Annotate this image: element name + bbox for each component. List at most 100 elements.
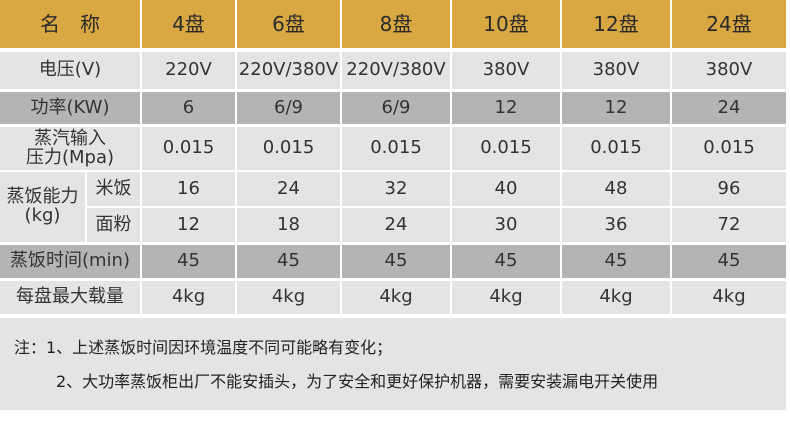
cell-text: 48 (604, 177, 628, 199)
cell-text: 12 (604, 96, 628, 118)
value-cell: 96 (672, 172, 786, 206)
cell-text: 24 (384, 213, 408, 235)
value-cell: 0.015 (452, 127, 560, 170)
cell-text: 36 (604, 213, 628, 235)
value-cell: 220V (142, 52, 235, 89)
cell-text: 12 (494, 96, 518, 118)
value-cell: 16 (142, 172, 235, 206)
header-cell: 4盘 (142, 0, 235, 48)
cell-text: 24盘 (706, 11, 752, 36)
value-cell: 0.015 (237, 127, 340, 170)
cell-text: 16 (177, 177, 200, 199)
cell-text: 24 (717, 96, 741, 118)
row-label: 电压(V) (0, 52, 140, 89)
header-cell: 6盘 (237, 0, 340, 48)
cell-text: 4kg (379, 286, 413, 308)
cell-text: 0.015 (162, 137, 215, 159)
cell-text: 0.015 (590, 137, 642, 159)
cell-text: 8盘 (379, 11, 413, 36)
cell-text: 名 称 (40, 11, 100, 36)
cell-text: 0.015 (703, 137, 755, 159)
value-cell: 24 (342, 208, 450, 242)
cell-text: 0.015 (262, 137, 315, 159)
note: 2、大功率蒸饭柜出厂不能安插头，为了安全和更好保护机器，需要安装漏电开关使用 (56, 372, 659, 391)
value-cell: 45 (342, 245, 450, 278)
value-cell: 48 (562, 172, 670, 206)
cell-text: 40 (494, 177, 518, 199)
header-cell: 24盘 (672, 0, 786, 48)
cell-text: 电压(V) (38, 59, 102, 81)
cell-text: 4kg (271, 286, 306, 308)
cell-text: 功率(KW) (30, 96, 110, 118)
cell-text: 0.015 (480, 137, 532, 159)
row-label: 蒸饭时间(min) (0, 245, 140, 278)
cell-text: 72 (717, 213, 741, 235)
cell-text: 220V/380V (346, 59, 446, 81)
value-cell: 0.015 (142, 127, 235, 170)
cell-text: 380V (482, 59, 530, 81)
header-cell: 8盘 (342, 0, 450, 48)
sub-label: 面粉 (87, 208, 140, 242)
value-cell: 4kg (672, 281, 786, 314)
header-name: 名 称 (0, 0, 140, 48)
cell-text: (kg) (24, 205, 61, 226)
cell-text: 45 (604, 250, 628, 272)
value-cell: 12 (142, 208, 235, 242)
cell-text: 4kg (599, 286, 633, 308)
value-cell: 380V (562, 52, 670, 89)
cell-text: 6盘 (272, 11, 305, 36)
value-cell: 24 (237, 172, 340, 206)
cell-text: 45 (277, 250, 300, 272)
cell-text: 220V/380V (238, 59, 339, 81)
value-cell: 72 (672, 208, 786, 242)
value-cell: 4kg (342, 281, 450, 314)
value-cell: 45 (452, 245, 560, 278)
cell-text: 32 (384, 177, 408, 199)
value-cell: 4kg (562, 281, 670, 314)
cell-text: 4kg (171, 286, 206, 308)
value-cell: 12 (562, 92, 670, 124)
cell-text: 6/9 (381, 96, 411, 118)
cell-text: 380V (592, 59, 640, 81)
value-cell: 4kg (452, 281, 560, 314)
value-cell: 32 (342, 172, 450, 206)
cell-text: 45 (717, 250, 741, 272)
value-cell: 6/9 (237, 92, 340, 124)
value-cell: 0.015 (562, 127, 670, 170)
cell-text: 96 (717, 177, 741, 199)
cell-text: 每盘最大载量 (16, 286, 124, 308)
value-cell: 4kg (142, 281, 235, 314)
cell-text: 12 (177, 213, 200, 235)
notes-box (0, 318, 786, 410)
cell-text: 蒸汽输入 (34, 127, 106, 149)
cell-text: 4kg (489, 286, 523, 308)
cell-text: 4盘 (172, 11, 205, 36)
value-cell: 30 (452, 208, 560, 242)
cell-text: 6/9 (274, 96, 303, 118)
value-cell: 380V (452, 52, 560, 89)
cell-text: 45 (494, 250, 518, 272)
value-cell: 24 (672, 92, 786, 124)
value-cell: 220V/380V (342, 52, 450, 89)
value-cell: 0.015 (342, 127, 450, 170)
row-label: 每盘最大载量 (0, 281, 140, 314)
header-cell: 12盘 (562, 0, 670, 48)
value-cell: 220V/380V (237, 52, 340, 89)
row-label: 蒸饭能力 (kg) (0, 172, 85, 242)
value-cell: 36 (562, 208, 670, 242)
cell-text: 0.015 (370, 137, 422, 159)
value-cell: 380V (672, 52, 786, 89)
value-cell: 45 (237, 245, 340, 278)
note: 注：1、上述蒸饭时间因环境温度不同可能略有变化； (14, 338, 393, 357)
header-cell: 10盘 (452, 0, 560, 48)
value-cell: 0.015 (672, 127, 786, 170)
value-cell: 12 (452, 92, 560, 124)
value-cell: 45 (562, 245, 670, 278)
value-cell: 40 (452, 172, 560, 206)
row-label: 功率(KW) (0, 92, 140, 124)
cell-text: 6 (182, 96, 195, 118)
cell-text: 220V (165, 59, 212, 81)
cell-text: 蒸饭能力 (6, 186, 79, 208)
value-cell: 6/9 (342, 92, 450, 124)
